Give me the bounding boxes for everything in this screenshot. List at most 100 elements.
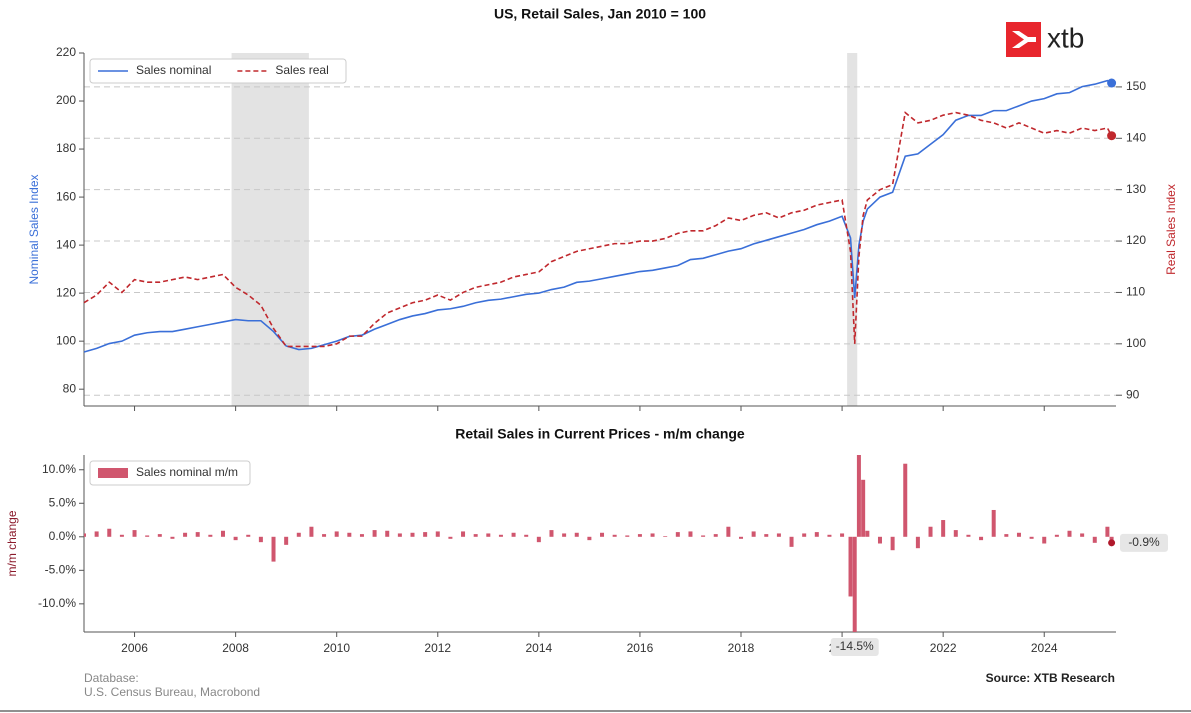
bar [359, 534, 364, 537]
bar [94, 531, 99, 537]
bar [1016, 532, 1021, 537]
end-dot [1107, 131, 1117, 141]
legend-box [89, 58, 347, 84]
bar [347, 532, 352, 537]
y-tick-label: 220 [56, 45, 76, 59]
bar [928, 526, 933, 537]
bar [840, 533, 845, 537]
bar [953, 530, 958, 537]
bar [688, 531, 693, 537]
bar [625, 535, 630, 537]
bar [562, 533, 567, 537]
bar [861, 479, 866, 537]
bar [1054, 534, 1059, 537]
y-tick-label: 160 [56, 189, 76, 203]
legend-swatch [98, 468, 128, 478]
y2-tick-label: 130 [1126, 182, 1146, 196]
x-tick-label: 2022 [930, 641, 957, 655]
bar [448, 536, 453, 539]
y-tick-label: 0.0% [49, 529, 77, 543]
value-label: -0.9% [1128, 535, 1160, 549]
footer-database: Database: [84, 671, 139, 685]
bar [903, 463, 908, 537]
logo-icon [1012, 31, 1036, 48]
x-tick-label: 2006 [121, 641, 148, 655]
bar [309, 526, 314, 537]
bar [461, 531, 466, 537]
bar [1004, 534, 1009, 537]
y-tick-label: -5.0% [45, 562, 77, 576]
y-tick-label: 10.0% [42, 462, 76, 476]
bar [789, 536, 794, 547]
bar [423, 532, 428, 537]
y-tick-label: 180 [56, 141, 76, 155]
chart-title: Retail Sales in Current Prices - m/m cha… [455, 426, 745, 442]
x-tick-label: 2018 [728, 641, 755, 655]
bar [322, 534, 327, 537]
line-series [83, 79, 1112, 353]
bar [258, 536, 263, 543]
bar [233, 536, 238, 541]
x-tick-label: 2012 [424, 641, 451, 655]
bar [814, 532, 819, 537]
bar [119, 534, 124, 537]
y-tick-label: 200 [56, 93, 76, 107]
bar [764, 534, 769, 537]
bar [574, 532, 579, 537]
bar [1105, 526, 1110, 537]
x-tick-label: 2024 [1031, 641, 1058, 655]
bar [486, 533, 491, 537]
bar [536, 536, 541, 543]
y-axis-label: Nominal Sales Index [27, 174, 41, 284]
bar [208, 534, 213, 537]
bar [966, 534, 971, 537]
y2-tick-label: 90 [1126, 387, 1140, 401]
bar [612, 534, 617, 537]
y-tick-label: 5.0% [49, 495, 77, 509]
bar [1067, 530, 1072, 537]
bar [991, 509, 996, 537]
y-tick-label: -10.0% [38, 596, 76, 610]
bar [385, 530, 390, 537]
x-tick-label: 2014 [525, 641, 552, 655]
bar [726, 526, 731, 537]
bar [663, 536, 668, 537]
bar [435, 531, 440, 537]
bar [107, 528, 112, 537]
value-label-box [830, 638, 879, 656]
bar [776, 533, 781, 537]
bar [157, 534, 162, 537]
bar [701, 535, 706, 537]
legend-label: Sales nominal m/m [136, 465, 238, 479]
legend-label: Sales real [275, 63, 328, 77]
legend-label: Sales nominal [136, 63, 211, 77]
bar [195, 532, 200, 537]
bar [848, 536, 853, 597]
logo-text: xtb [1047, 22, 1084, 53]
bar [284, 536, 289, 545]
bar [246, 534, 251, 537]
bar [979, 536, 984, 541]
y2-tick-label: 140 [1126, 130, 1146, 144]
bar [713, 534, 718, 537]
value-label-box [1120, 533, 1168, 552]
bar [587, 536, 592, 541]
bar [650, 533, 655, 537]
logo: xtb [1006, 22, 1084, 57]
bar [1080, 533, 1085, 537]
footer-credit: Source: XTB Research [986, 671, 1115, 685]
bar [852, 536, 857, 632]
bar [1042, 536, 1047, 544]
bar [473, 534, 478, 537]
chart-title: US, Retail Sales, Jan 2010 = 100 [494, 6, 706, 22]
shaded-span [231, 53, 309, 406]
bar [84, 533, 86, 537]
end-dot [1107, 78, 1117, 88]
y-tick-label: 100 [56, 333, 76, 347]
bar [600, 532, 605, 537]
x-tick-label: 2010 [323, 641, 350, 655]
line-series [83, 111, 1113, 348]
bar [220, 530, 225, 537]
bar [132, 530, 137, 537]
